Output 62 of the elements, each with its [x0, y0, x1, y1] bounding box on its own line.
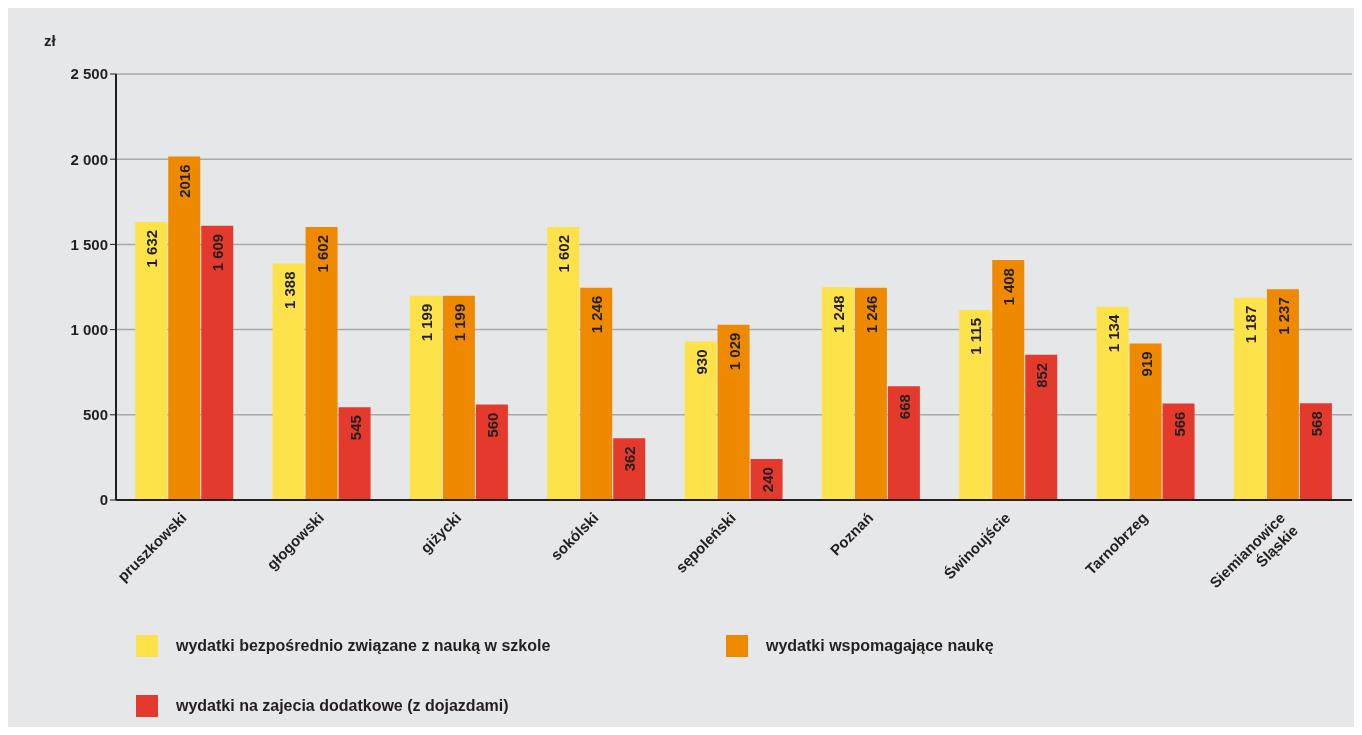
data-label: 560 — [483, 412, 501, 438]
data-label: 1 199 — [417, 303, 435, 342]
data-label: 1 237 — [1274, 297, 1292, 335]
data-label: 1 632 — [143, 229, 161, 268]
bar — [135, 221, 168, 500]
data-label: 1 199 — [450, 303, 468, 342]
bar — [580, 287, 613, 500]
data-label: 1 246 — [588, 295, 606, 334]
bar — [201, 225, 234, 500]
y-tick-label: 1 500 — [70, 235, 108, 253]
data-label: 1 029 — [725, 332, 743, 371]
bar — [305, 227, 338, 500]
data-label: 2016 — [176, 164, 194, 198]
bar — [1266, 289, 1299, 500]
bar — [717, 324, 750, 500]
bar — [887, 386, 920, 500]
y-tick-label: 2 000 — [70, 150, 108, 168]
data-label: 1 115 — [967, 318, 985, 355]
data-label: 1 602 — [555, 235, 573, 273]
data-label: 568 — [1307, 411, 1325, 437]
data-label: 545 — [346, 415, 364, 441]
data-label: 566 — [1170, 411, 1188, 437]
bar — [684, 341, 717, 500]
bar — [168, 156, 201, 500]
bar — [338, 407, 371, 500]
data-label: 362 — [621, 446, 639, 472]
bar — [1129, 343, 1162, 500]
data-label: 1 388 — [280, 271, 298, 310]
bar — [959, 310, 992, 500]
bar — [409, 295, 442, 500]
bar — [854, 287, 887, 500]
legend-label: wydatki bezpośrednio związane z nauką w szkole — [176, 637, 551, 655]
data-label: 852 — [1033, 362, 1051, 388]
bar — [1162, 403, 1195, 500]
data-label: 1 602 — [313, 235, 331, 273]
y-tick-label: 500 — [82, 406, 108, 424]
data-label: 1 134 — [1104, 314, 1122, 353]
data-label: 930 — [692, 349, 710, 375]
data-label: 240 — [758, 467, 776, 493]
y-tick-label: 2 500 — [70, 65, 108, 83]
bar — [442, 295, 475, 500]
data-label: 668 — [895, 394, 913, 420]
data-label: 1 246 — [862, 295, 880, 334]
bar — [272, 263, 305, 500]
data-label: 1 187 — [1241, 305, 1259, 344]
legend-label: wydatki na zajecia dodatkowe (z dojazdami) — [176, 697, 509, 715]
bar — [1025, 354, 1058, 500]
bar — [1299, 403, 1332, 500]
y-tick-label: 0 — [99, 491, 108, 509]
data-label: 1 609 — [209, 233, 227, 272]
bar — [1233, 297, 1266, 500]
y-tick-label: 1 000 — [70, 320, 108, 338]
bar — [1096, 306, 1129, 500]
data-label: 1 408 — [1000, 268, 1018, 306]
bar — [475, 404, 508, 500]
bar — [547, 227, 580, 500]
data-label: 1 248 — [829, 295, 847, 333]
y-axis-title: zł — [44, 32, 56, 49]
bar — [992, 260, 1025, 500]
data-label: 919 — [1137, 351, 1155, 377]
legend-label: wydatki wspomagające naukę — [766, 637, 994, 655]
bar — [821, 287, 854, 500]
